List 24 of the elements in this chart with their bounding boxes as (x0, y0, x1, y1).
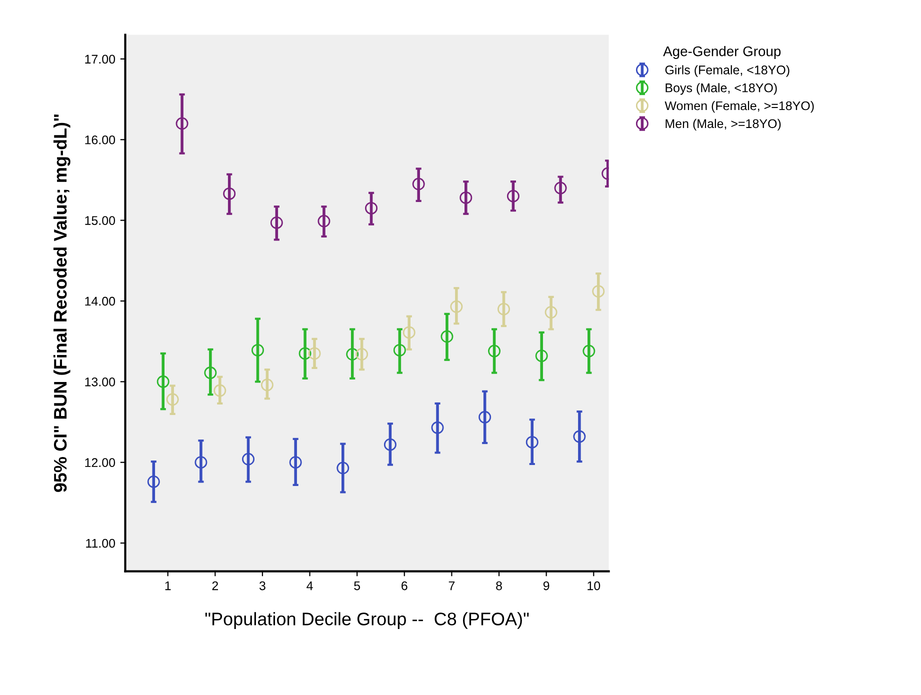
x-tick-label: 4 (306, 581, 313, 590)
y-tick-label: 11.00 (86, 538, 116, 548)
y-tick-label: 13.00 (85, 377, 116, 386)
x-tick-label: 6 (402, 581, 408, 590)
y-axis-title: 95% CI" BUN (Final Recoded Value; mg-dL)" (53, 114, 70, 492)
x-tick-label: 5 (354, 581, 360, 590)
y-tick-label: 17.00 (85, 54, 116, 64)
x-tick-label: 2 (212, 581, 218, 590)
y-tick-label: 15.00 (85, 216, 116, 225)
legend-title: Age-Gender Group (663, 46, 781, 59)
y-tick-label: 16.00 (85, 135, 116, 144)
x-tick-label: 7 (448, 581, 455, 590)
x-tick-label: 10 (588, 581, 600, 590)
x-tick-label: 8 (496, 581, 502, 590)
x-tick-label: 3 (259, 581, 266, 590)
legend-label: Men (Male, >=18YO) (666, 118, 781, 131)
legend-label: Girls (Female, <18YO) (665, 65, 790, 77)
legend-label: Boys (Male, <18YO) (666, 83, 777, 95)
x-tick-label: 1 (165, 581, 171, 590)
x-tick-label: 9 (543, 581, 550, 590)
legend-label: Women (Female, >=18YO) (664, 101, 814, 113)
y-tick-label: 12.00 (85, 458, 116, 468)
x-axis-title: "Population Decile Group -- C8 (PFOA)" (205, 612, 529, 629)
y-tick-label: 14.00 (85, 296, 116, 306)
